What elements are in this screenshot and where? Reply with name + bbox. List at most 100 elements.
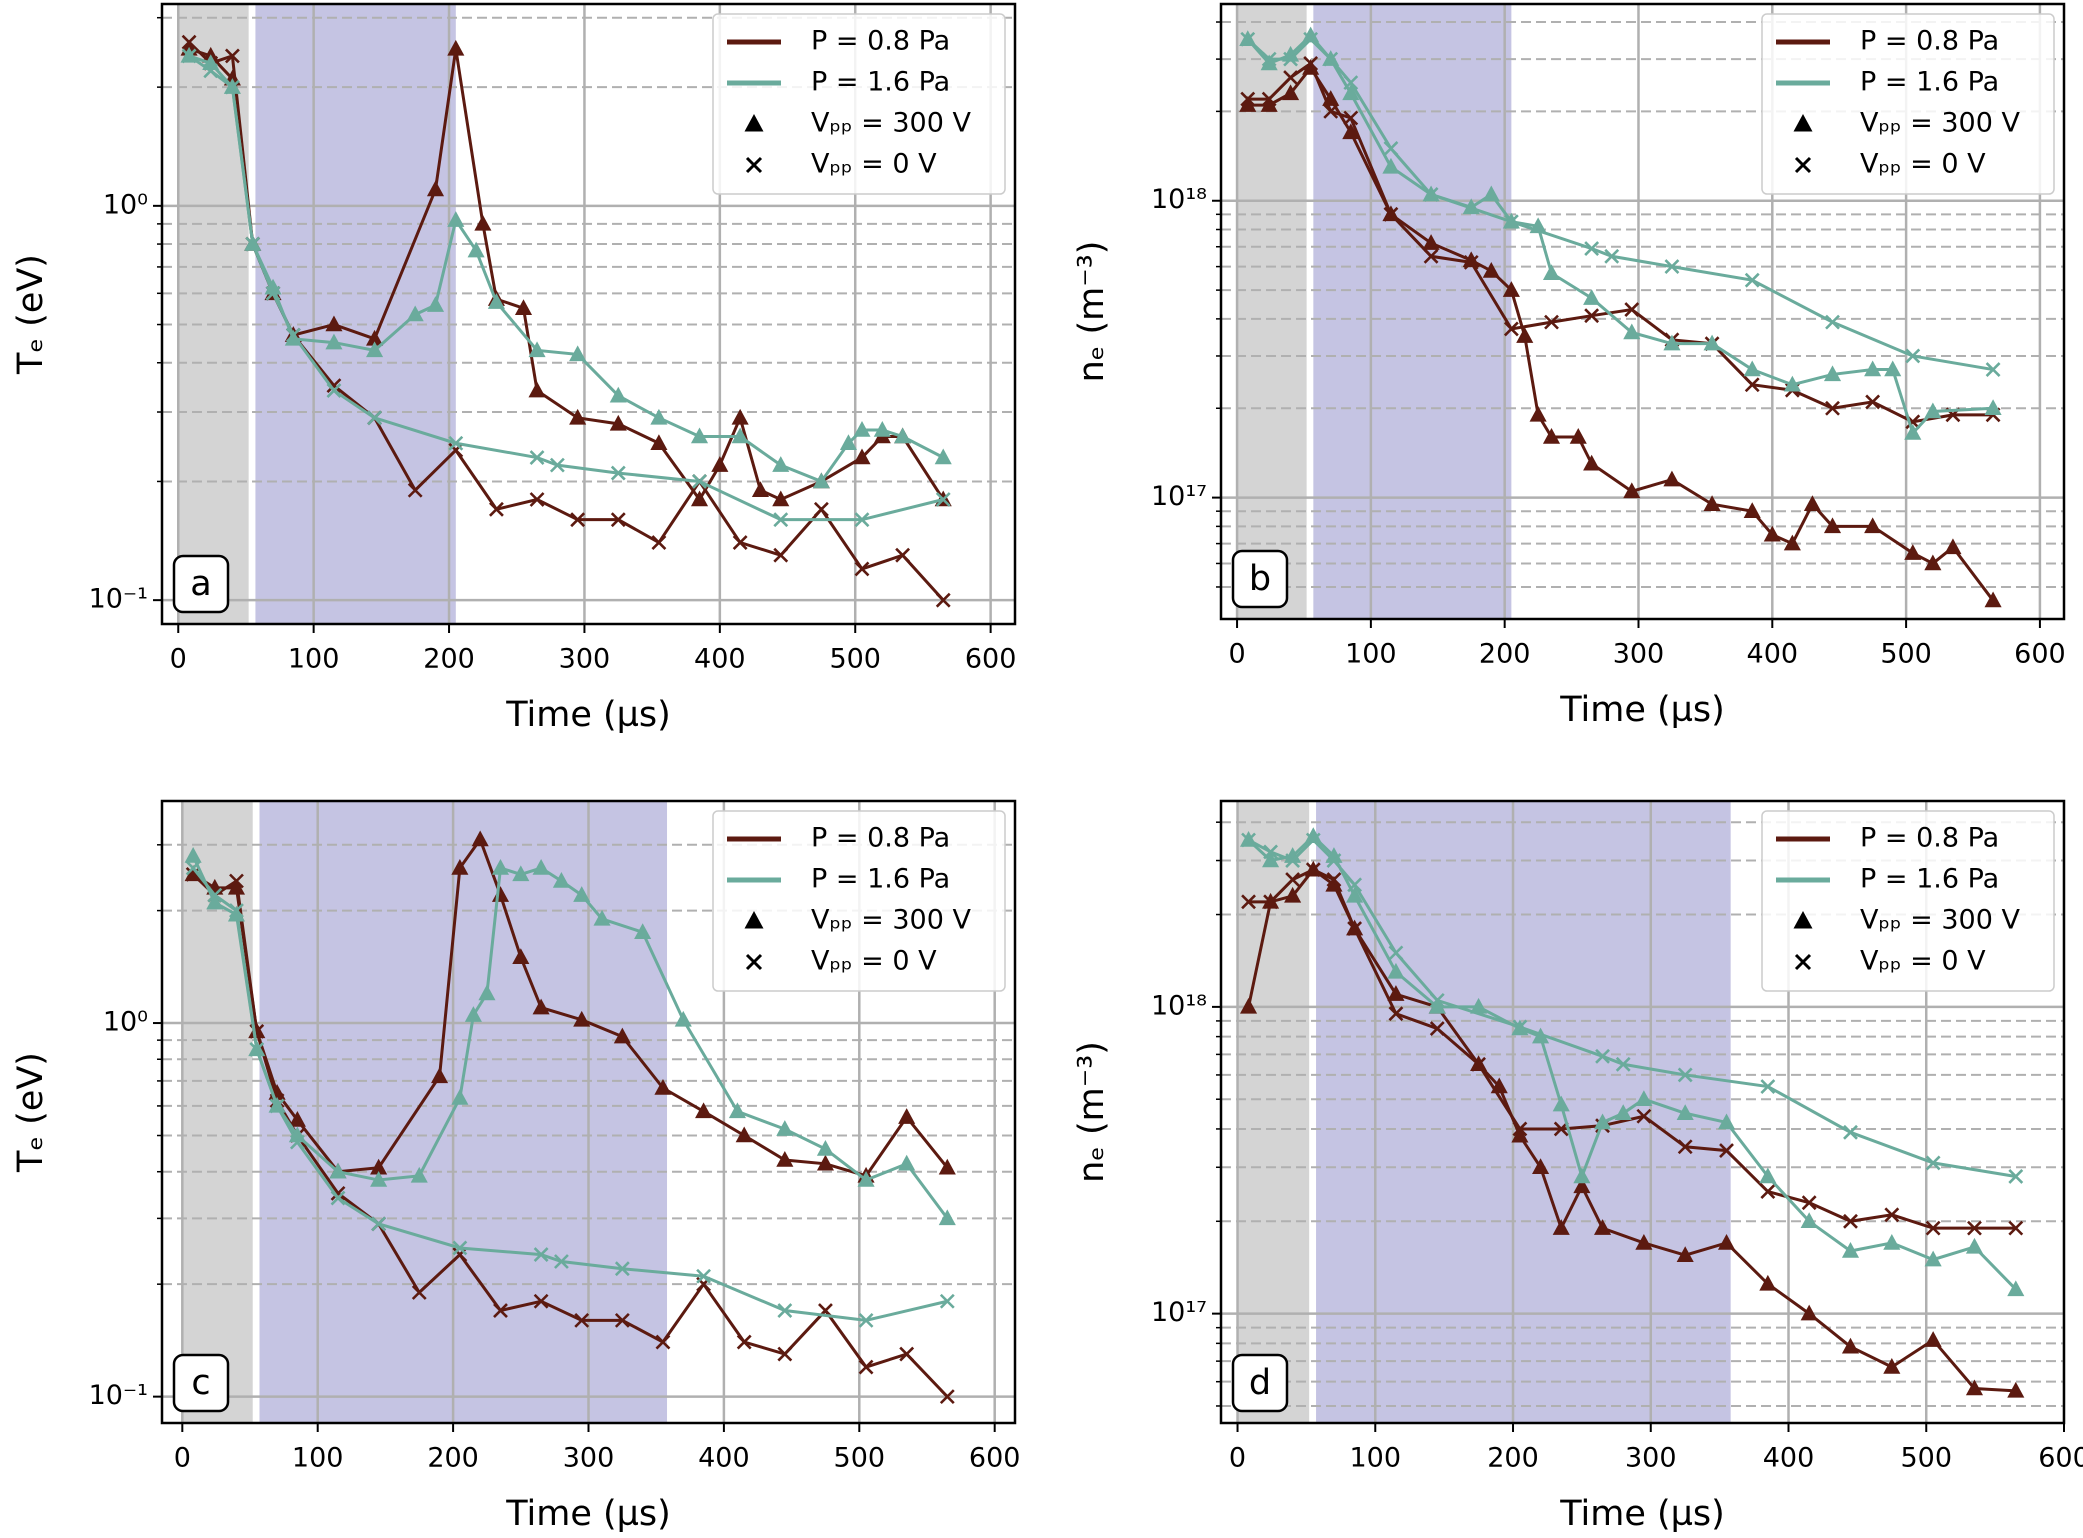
cross-marker: [1503, 214, 1519, 230]
legend-label: Vₚₚ = 300 V: [1860, 108, 2020, 139]
cross-marker: [2008, 1220, 2024, 1236]
cross-marker: [285, 327, 301, 343]
triangle-marker: [728, 1102, 746, 1119]
triangle-marker: [1759, 1274, 1777, 1291]
x-axis-label: Time (µs): [505, 1494, 671, 1534]
triangle-marker: [613, 1027, 631, 1044]
cross-marker: [1744, 272, 1760, 288]
triangle-marker: [366, 329, 384, 346]
legend-label: Vₚₚ = 300 V: [811, 905, 971, 936]
triangle-marker: [772, 490, 790, 507]
triangle-marker: [690, 427, 709, 444]
cross-marker: [1843, 1124, 1858, 1140]
legend-swatch: [1793, 911, 1813, 929]
cross-marker: [1825, 400, 1840, 416]
x-tick-label: 400: [1763, 1443, 1815, 1474]
triangle-marker: [1304, 827, 1322, 843]
x-axis-label: Time (µs): [1559, 1494, 1725, 1534]
cross-marker: [245, 236, 261, 252]
y-tick-label: 10⁰: [103, 1007, 148, 1038]
x-tick-label: 100: [1345, 639, 1397, 670]
legend-label: P = 0.8 Pa: [811, 823, 950, 854]
cross-marker: [1323, 51, 1339, 67]
triangle-marker: [593, 909, 611, 926]
shaded-span: [255, 4, 456, 624]
x-axis-label: Time (µs): [1559, 690, 1725, 730]
cross-marker: [1801, 1195, 1817, 1211]
plot-area: [162, 4, 1015, 624]
cross-marker: [371, 1216, 387, 1232]
cross-marker: [1383, 141, 1399, 156]
series-line: [191, 867, 948, 1322]
x-tick-label: 300: [559, 644, 611, 675]
cross-marker: [269, 1098, 285, 1114]
triangle-marker: [816, 1154, 834, 1171]
triangle-marker: [1573, 1167, 1591, 1184]
x-tick-label: 600: [2014, 639, 2066, 670]
panel: 0 100 200 300 400 500 600 10⁻¹ 10⁰ Time (µs) Tₑ (e…: [11, 2, 1016, 735]
cross-marker: [574, 1312, 590, 1328]
triangle-marker: [857, 1171, 875, 1187]
cross-marker: [1283, 51, 1298, 67]
cross-marker: [554, 1254, 569, 1269]
triangle-marker: [1763, 525, 1781, 542]
cross-marker: [1423, 187, 1439, 202]
cross-marker: [1326, 853, 1342, 868]
cross-marker: [854, 512, 870, 528]
triangle-marker: [938, 1209, 956, 1226]
cross-marker: [935, 592, 951, 608]
x-tick-label: 500: [1880, 639, 1932, 670]
y-tick-label: 10¹⁷: [1151, 481, 1207, 512]
x-tick-label: 0: [1229, 1443, 1246, 1474]
triangle-marker: [839, 434, 858, 450]
cross-marker: [858, 1359, 874, 1375]
shaded-span: [259, 801, 668, 1423]
triangle-marker: [1260, 54, 1278, 71]
triangle-marker: [1482, 185, 1500, 202]
triangle-marker: [366, 341, 384, 358]
triangle-marker: [1743, 360, 1761, 377]
triangle-marker: [1623, 323, 1641, 340]
cross-marker: [330, 1190, 346, 1206]
triangle-marker: [772, 456, 790, 472]
cross-marker: [696, 1268, 712, 1284]
cross-marker: [529, 492, 545, 507]
cross-marker: [692, 474, 707, 489]
triangle-marker: [569, 408, 587, 425]
axes-frame: [1219, 2, 2066, 621]
cross-marker: [181, 34, 197, 50]
triangle-marker: [731, 408, 749, 425]
cross-marker: [899, 1346, 915, 1362]
triangle-marker: [1511, 1126, 1529, 1143]
panel: 0 100 200 300 400 500 600 10¹⁷ 10¹⁸ Time (µs) nₑ (…: [1072, 799, 2083, 1534]
triangle-marker: [674, 1010, 692, 1027]
triangle-marker: [1965, 1237, 1984, 1254]
x-tick-label: 500: [834, 1443, 886, 1474]
triangle-marker: [1703, 495, 1721, 511]
cross-marker: [326, 383, 342, 399]
cross-marker: [1303, 56, 1319, 71]
y-axis-label: Tₑ (eV): [11, 254, 51, 375]
triangle-marker: [206, 893, 224, 910]
triangle-marker: [1239, 997, 1258, 1014]
triangle-marker: [1635, 1233, 1653, 1250]
cross-marker: [1664, 259, 1680, 275]
triangle-marker: [447, 39, 465, 56]
triangle-marker: [1428, 997, 1446, 1014]
cross-marker: [614, 1261, 630, 1277]
triangle-marker: [464, 1006, 482, 1022]
triangle-marker: [1623, 482, 1641, 499]
triangle-marker: [1703, 334, 1721, 351]
triangle-marker: [1552, 1219, 1570, 1235]
cross-marker: [1463, 254, 1479, 270]
cross-marker: [1283, 70, 1298, 85]
triangle-marker: [1965, 1379, 1984, 1396]
triangle-marker: [853, 448, 871, 465]
legend-label: P = 1.6 Pa: [811, 67, 950, 98]
triangle-marker: [1743, 502, 1761, 518]
cross-marker: [1471, 1056, 1486, 1072]
legend-swatch: [745, 953, 763, 971]
triangle-marker: [1663, 334, 1681, 351]
cross-marker: [1595, 1048, 1610, 1064]
